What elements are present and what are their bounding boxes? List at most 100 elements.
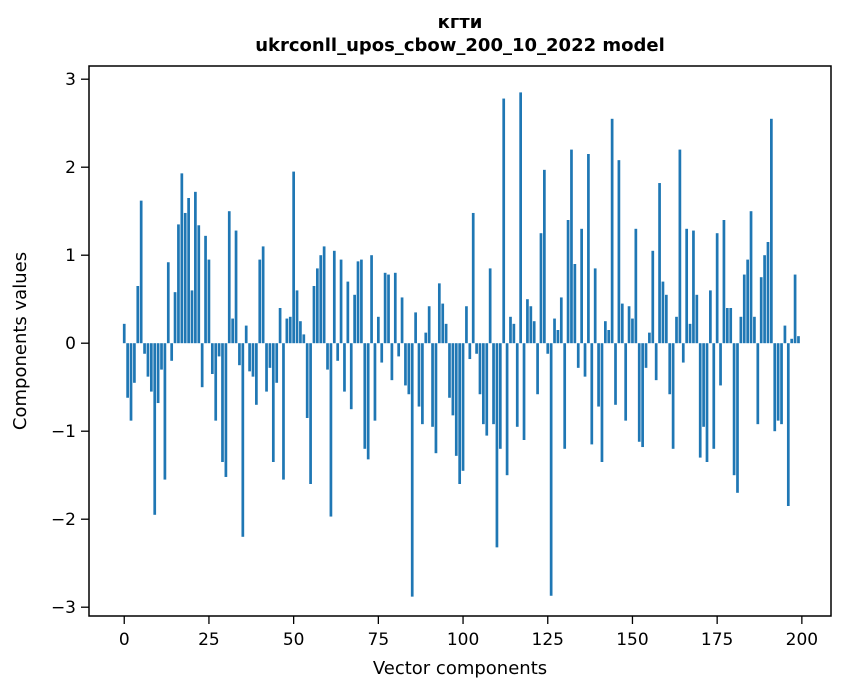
bar	[136, 286, 140, 344]
bar	[268, 343, 272, 368]
bar	[478, 343, 482, 395]
x-tick-label: 25	[198, 630, 220, 650]
bar	[383, 272, 387, 344]
bar	[614, 343, 617, 405]
bar	[468, 343, 472, 360]
bar	[532, 321, 536, 344]
plot-border	[88, 65, 832, 617]
bar	[695, 294, 699, 344]
x-tick-label: 175	[701, 630, 733, 650]
y-tick-label: 2	[65, 158, 76, 178]
bar	[288, 316, 292, 344]
bar	[576, 343, 580, 368]
bar	[316, 268, 319, 344]
bar	[688, 323, 692, 344]
bar	[224, 343, 228, 477]
bar	[238, 343, 241, 366]
bar	[373, 343, 377, 421]
bar	[404, 343, 407, 386]
x-tick-label: 0	[119, 630, 130, 650]
bar	[580, 228, 583, 344]
bar	[454, 343, 458, 456]
bar	[722, 220, 726, 344]
bar	[671, 343, 675, 449]
bar	[380, 343, 384, 363]
y-tick-label: 0	[65, 334, 76, 354]
bar	[546, 343, 550, 354]
x-tick-label: 75	[368, 630, 390, 650]
bar	[421, 343, 424, 425]
x-tick-label: 200	[786, 630, 818, 650]
bar	[627, 306, 631, 344]
bar	[214, 343, 218, 421]
bar	[753, 316, 756, 344]
bar	[299, 321, 302, 344]
bar	[698, 343, 702, 458]
bar	[692, 230, 695, 344]
x-tick-label: 50	[283, 630, 305, 650]
bar	[343, 343, 346, 392]
bar	[153, 343, 157, 515]
bar	[282, 343, 285, 480]
bar	[271, 343, 275, 462]
bar	[637, 343, 641, 442]
bar	[773, 343, 777, 432]
bar	[519, 92, 522, 344]
bar	[505, 343, 509, 476]
bar	[712, 343, 716, 449]
bar	[739, 316, 743, 344]
bar	[349, 343, 353, 410]
bar	[231, 318, 235, 344]
bar	[604, 321, 607, 344]
bar	[610, 118, 614, 344]
bar	[485, 343, 489, 436]
x-tick-label: 100	[447, 630, 479, 650]
bar	[539, 233, 543, 344]
bar	[194, 191, 197, 344]
bar	[593, 268, 597, 344]
bar	[658, 183, 661, 344]
bar	[780, 343, 783, 425]
bar	[139, 200, 143, 344]
bar	[431, 343, 434, 427]
bar	[295, 290, 299, 344]
bar	[166, 262, 170, 344]
bar	[234, 230, 238, 344]
bar	[180, 173, 184, 344]
y-tick-label: −2	[51, 510, 76, 530]
bar	[160, 343, 163, 370]
bar	[759, 277, 763, 344]
chart-title-line2: ukrconll_upos_cbow_200_10_2022 model	[255, 35, 665, 56]
y-tick-label: 1	[65, 246, 76, 266]
bar	[207, 259, 211, 344]
bar	[204, 235, 207, 344]
bar	[529, 306, 533, 344]
bar	[559, 297, 563, 344]
bar	[200, 343, 204, 388]
bar	[641, 343, 644, 448]
bar	[241, 343, 245, 537]
bar	[376, 316, 380, 344]
bar	[156, 343, 160, 404]
bar	[549, 343, 553, 596]
bar	[475, 343, 478, 354]
bar	[414, 312, 417, 344]
bar	[309, 343, 312, 484]
bar	[366, 343, 370, 460]
bar	[624, 343, 628, 421]
bar	[702, 343, 705, 427]
bar	[651, 250, 655, 344]
bar	[492, 343, 495, 425]
bar	[322, 246, 326, 344]
bar	[749, 211, 753, 344]
bar	[417, 343, 421, 407]
bar	[244, 325, 248, 344]
bar	[133, 343, 136, 383]
bar	[648, 332, 651, 344]
bar	[217, 343, 221, 357]
bar	[756, 343, 760, 425]
y-tick-label: −1	[51, 422, 76, 442]
bar	[173, 292, 177, 344]
y-axis-ticks: 3 2 1 0 −1 −2 −3	[51, 70, 89, 618]
bar	[407, 343, 411, 395]
